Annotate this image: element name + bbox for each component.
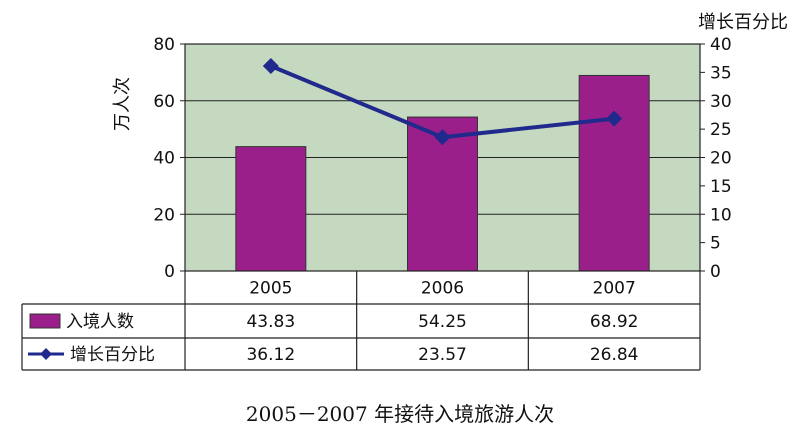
growth-marker-2007 xyxy=(606,110,623,127)
right-tick-label: 40 xyxy=(710,35,732,55)
data-label-bar: 54.25 xyxy=(418,312,467,332)
category-label: 2007 xyxy=(593,279,636,299)
data-label-bar: 43.83 xyxy=(246,312,295,332)
left-tick-label: 0 xyxy=(164,262,175,282)
data-label-line: 36.12 xyxy=(246,345,295,365)
data-label-line: 23.57 xyxy=(418,345,467,365)
data-label-bar: 68.92 xyxy=(590,312,639,332)
legend-bar-label: 入境人数 xyxy=(66,312,134,332)
right-tick-label: 15 xyxy=(710,177,732,197)
right-tick-label: 20 xyxy=(710,149,732,169)
growth-marker-2006 xyxy=(434,129,451,146)
left-tick-label: 60 xyxy=(153,92,175,112)
right-tick-label: 35 xyxy=(710,63,732,83)
data-label-line: 26.84 xyxy=(590,345,639,365)
right-tick-label: 5 xyxy=(710,234,721,254)
left-tick-label: 80 xyxy=(153,35,175,55)
legend-bar-swatch xyxy=(29,313,61,329)
right-tick-label: 30 xyxy=(710,92,732,112)
bar-2007 xyxy=(578,74,650,272)
legend-line-label: 增长百分比 xyxy=(70,345,155,365)
growth-marker-2005 xyxy=(262,58,279,75)
chart-caption: 2005－2007 年接待入境旅游人次 xyxy=(245,402,555,426)
left-axis-title: 万人次 xyxy=(112,77,133,131)
left-tick-label: 20 xyxy=(153,205,175,225)
legend-line-marker xyxy=(40,348,52,360)
right-tick-label: 25 xyxy=(710,120,732,140)
right-axis-title: 增长百分比 xyxy=(698,12,788,33)
category-label: 2006 xyxy=(421,279,464,299)
right-tick-label: 10 xyxy=(710,205,732,225)
left-tick-label: 40 xyxy=(153,149,175,169)
right-tick-label: 0 xyxy=(710,262,721,282)
category-label: 2005 xyxy=(249,279,292,299)
bar-2005 xyxy=(235,146,307,272)
